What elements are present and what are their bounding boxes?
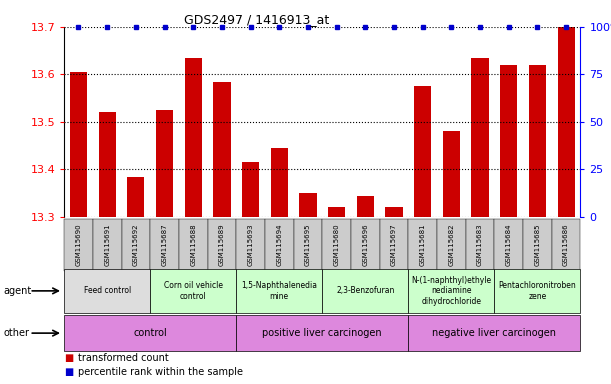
Text: GSM115681: GSM115681	[420, 223, 426, 266]
Bar	[127, 177, 144, 217]
Text: control: control	[133, 328, 167, 338]
Text: GSM115687: GSM115687	[161, 223, 167, 266]
Text: GSM115689: GSM115689	[219, 223, 225, 266]
Text: Pentachloronitroben
zene: Pentachloronitroben zene	[499, 281, 576, 301]
Bar	[500, 65, 518, 217]
Bar	[213, 81, 230, 217]
Bar	[299, 193, 316, 217]
Bar	[185, 58, 202, 217]
Text: GSM115682: GSM115682	[448, 223, 455, 266]
Text: negative liver carcinogen: negative liver carcinogen	[433, 328, 557, 338]
Text: 1,5-Naphthalenedia
mine: 1,5-Naphthalenedia mine	[241, 281, 317, 301]
Bar	[156, 110, 173, 217]
Text: GSM115685: GSM115685	[535, 223, 540, 266]
Text: positive liver carcinogen: positive liver carcinogen	[263, 328, 382, 338]
Text: GSM115695: GSM115695	[305, 223, 311, 266]
Bar	[529, 65, 546, 217]
Bar	[70, 72, 87, 217]
Bar	[98, 113, 115, 217]
Bar	[557, 27, 575, 217]
Text: GSM115690: GSM115690	[76, 223, 81, 266]
Text: GSM115684: GSM115684	[506, 223, 512, 266]
Bar	[328, 207, 345, 217]
Text: other: other	[3, 328, 29, 338]
Text: GSM115692: GSM115692	[133, 223, 139, 266]
Bar	[242, 162, 259, 217]
Text: agent: agent	[3, 286, 31, 296]
Text: GSM115691: GSM115691	[104, 223, 110, 266]
Bar	[443, 131, 460, 217]
Text: GSM115693: GSM115693	[247, 223, 254, 266]
Text: Feed control: Feed control	[84, 286, 131, 295]
Text: 2,3-Benzofuran: 2,3-Benzofuran	[336, 286, 395, 295]
Text: GSM115683: GSM115683	[477, 223, 483, 266]
Bar	[357, 195, 374, 217]
Text: percentile rank within the sample: percentile rank within the sample	[78, 367, 243, 377]
Text: GDS2497 / 1416913_at: GDS2497 / 1416913_at	[184, 13, 329, 26]
Bar	[472, 58, 489, 217]
Text: N-(1-naphthyl)ethyle
nediamine
dihydrochloride: N-(1-naphthyl)ethyle nediamine dihydroch…	[411, 276, 491, 306]
Text: GSM115680: GSM115680	[334, 223, 340, 266]
Text: GSM115688: GSM115688	[190, 223, 196, 266]
Text: GSM115686: GSM115686	[563, 223, 569, 266]
Text: GSM115697: GSM115697	[391, 223, 397, 266]
Text: ■: ■	[64, 353, 73, 363]
Text: GSM115694: GSM115694	[276, 223, 282, 266]
Text: Corn oil vehicle
control: Corn oil vehicle control	[164, 281, 223, 301]
Text: GSM115696: GSM115696	[362, 223, 368, 266]
Bar	[271, 148, 288, 217]
Text: transformed count: transformed count	[78, 353, 169, 363]
Bar	[386, 207, 403, 217]
Text: ■: ■	[64, 367, 73, 377]
Bar	[414, 86, 431, 217]
